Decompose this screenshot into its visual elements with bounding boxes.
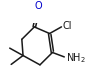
Text: Cl: Cl <box>63 21 72 31</box>
Text: O: O <box>34 1 42 11</box>
Text: NH$_2$: NH$_2$ <box>66 51 86 65</box>
